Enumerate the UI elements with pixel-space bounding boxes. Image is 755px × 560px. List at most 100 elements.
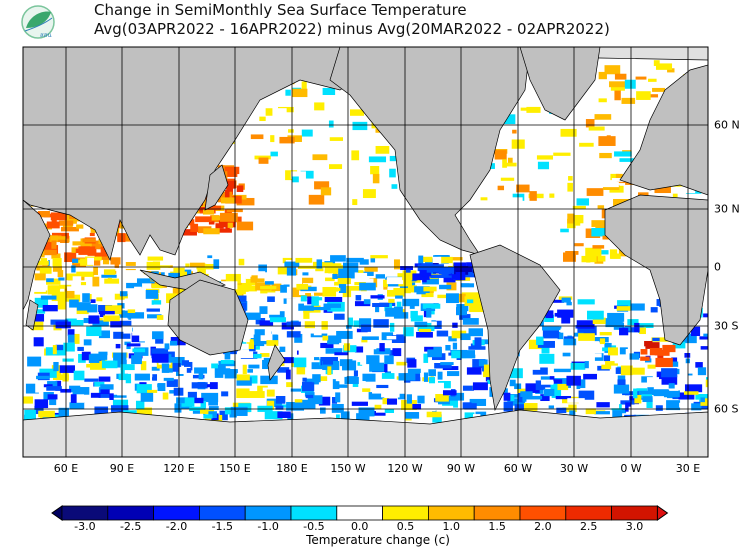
anomaly-cell [323,303,341,308]
anomaly-cell [588,126,605,131]
anomaly-cell [100,246,108,257]
anomaly-cell [396,361,407,366]
anomaly-cell [541,344,550,354]
anomaly-cell [299,290,315,295]
anomaly-cell [372,389,390,394]
anomaly-cell [78,246,90,255]
anomaly-cell [361,324,372,332]
anomaly-cell [313,329,322,336]
anomaly-cell [661,368,678,378]
anomaly-cell [151,300,162,305]
anomaly-cell [462,318,479,325]
anomaly-cell [247,369,253,373]
anomaly-cell [165,363,182,372]
anomaly-cell [525,365,541,370]
anomaly-cell [382,397,390,405]
anomaly-cell [279,311,285,319]
anomaly-cell [506,197,523,206]
anomaly-cell [601,364,612,370]
anomaly-cell [388,298,395,303]
anomaly-cell [266,389,275,397]
anomaly-cell [137,332,153,342]
anomaly-cell [314,292,325,296]
anomaly-cell [286,331,301,338]
anomaly-cell [583,326,597,336]
anomaly-cell [116,320,132,326]
anomaly-cell [316,259,323,269]
anomaly-cell [23,396,33,404]
anomaly-cell [170,340,178,346]
anomaly-cell [396,334,404,340]
anomaly-cell [483,364,490,372]
anomaly-cell [364,267,378,272]
anomaly-cell [684,353,691,358]
anomaly-cell [342,360,357,371]
colorbar-swatch [519,505,567,521]
anomaly-cell [64,252,77,263]
anomaly-cell [72,258,79,263]
anomaly-cell [81,351,91,361]
anomaly-cell [83,339,92,346]
anomaly-cell [648,78,657,82]
anomaly-cell [517,388,533,394]
anomaly-cell [104,278,120,284]
anomaly-cell [69,299,79,308]
anomaly-cell [311,296,319,306]
anomaly-cell [514,404,524,413]
anomaly-cell [305,293,311,299]
anomaly-cell [60,237,69,243]
anomaly-cell [246,339,255,350]
anomaly-cell [596,402,610,408]
anomaly-cell [353,287,368,297]
anomaly-cell [118,312,131,318]
south-america [469,244,561,412]
anomaly-cell [267,400,275,410]
anomaly-cell [67,329,75,336]
anomaly-cell [264,411,283,420]
anomaly-cell [151,348,169,359]
anomaly-cell [155,338,164,344]
anomaly-cell [607,312,625,322]
anomaly-cell [48,245,59,254]
anomaly-cell [304,321,315,329]
anomaly-cell [617,379,626,386]
anomaly-cell [310,333,328,338]
anomaly-cell [52,374,70,380]
anomaly-cell [403,292,422,301]
anomaly-cell [69,402,85,410]
anomaly-cell [343,343,351,351]
anomaly-cell [52,236,67,240]
anomaly-cell [238,258,245,266]
anomaly-cell [39,267,52,274]
anomaly-cell [98,330,110,339]
anomaly-cell [438,266,451,275]
anomaly-cell [57,334,65,339]
anomaly-cell [102,256,110,265]
anomaly-cell [312,306,331,311]
anomaly-cell [322,359,333,365]
anomaly-cell [178,366,191,375]
anomaly-cell [161,363,170,373]
anomaly-cell [242,285,257,292]
anomaly-cell [349,109,365,116]
anomaly-cell [584,305,598,309]
europe [619,64,708,196]
lat-label: 60 N [714,118,740,132]
anomaly-cell [591,220,609,227]
anomaly-cell [416,288,426,295]
anomaly-cell [652,337,660,342]
anomaly-cell [381,373,395,379]
anomaly-cell [497,185,505,191]
anomaly-cell [338,268,355,279]
anomaly-cell [273,108,287,118]
anomaly-cell [426,411,442,418]
anomaly-cell [441,331,448,336]
anomaly-cell [655,357,673,368]
anomaly-cell [624,79,636,89]
anomaly-cell [544,314,554,323]
anomaly-cell [469,323,476,333]
anomaly-cell [110,257,121,265]
anomaly-cell [363,299,371,305]
anomaly-cell [311,362,327,370]
anomaly-cell [374,404,382,410]
